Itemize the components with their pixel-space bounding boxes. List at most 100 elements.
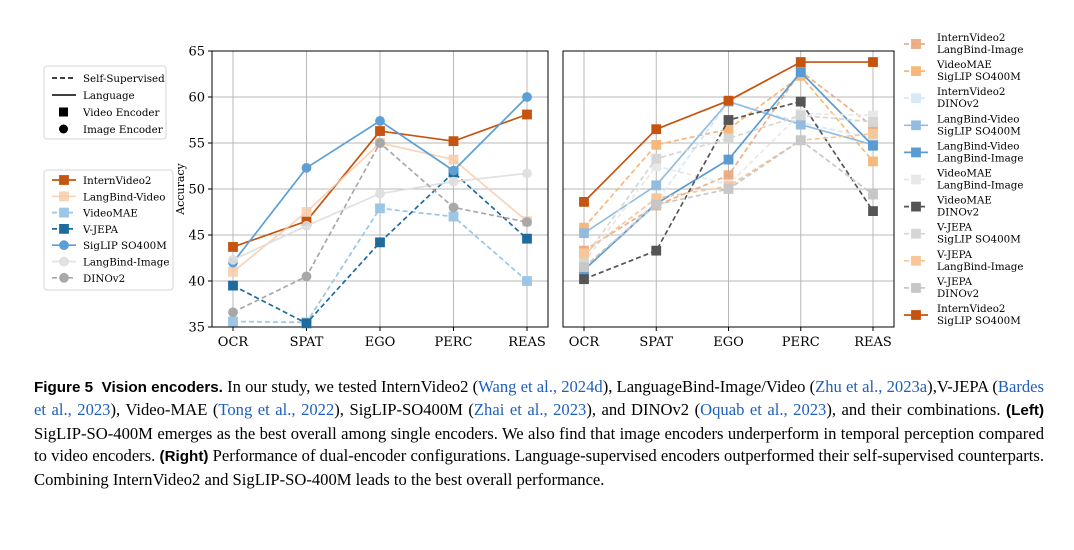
legend-box — [43, 169, 174, 291]
data-point-marker — [651, 180, 662, 191]
data-point-marker — [579, 228, 589, 239]
legend-label: SigLIP SO400M — [937, 315, 1021, 327]
data-point-marker — [522, 168, 532, 179]
data-point-marker — [448, 176, 459, 187]
series-LangBind-Image — [228, 168, 532, 265]
data-point-marker — [868, 189, 878, 200]
data-point-marker — [59, 272, 69, 283]
data-point-marker — [651, 245, 662, 256]
legend-label: InternVideo2 — [937, 303, 1005, 315]
caption-left-label: (Left) — [1006, 402, 1045, 420]
data-point-marker — [911, 255, 921, 266]
data-point-marker — [375, 138, 385, 148]
legend-label: VideoMAE — [82, 208, 138, 220]
citation-link[interactable]: Tong et al., 2022 — [218, 400, 335, 420]
data-point-marker — [579, 248, 589, 259]
data-point-marker — [59, 223, 69, 234]
legend-label: LangBind-Video — [937, 113, 1019, 125]
citation-link[interactable]: Zhai et al., 2023 — [473, 400, 587, 420]
figure-caption: Figure 5 Vision encoders. In our study, … — [34, 376, 1044, 491]
data-point-marker — [795, 96, 806, 107]
data-point-marker — [375, 126, 385, 136]
data-point-marker — [795, 57, 806, 67]
data-point-marker — [795, 110, 806, 121]
data-point-marker — [868, 156, 878, 167]
caption-text: In our study, we tested InternVideo2 ( — [222, 377, 479, 396]
legend-label: DINOv2 — [937, 288, 979, 300]
data-point-marker — [868, 206, 878, 216]
data-point-marker — [911, 39, 921, 49]
data-point-marker — [448, 165, 459, 176]
legend-label: InternVideo2 — [937, 32, 1005, 44]
x-tick-label: REAS — [508, 335, 546, 350]
data-point-marker — [795, 135, 806, 146]
legend-label: LangBind-Image — [937, 261, 1023, 273]
series-DINOv2 — [228, 138, 532, 318]
data-point-marker — [375, 116, 385, 126]
data-point-marker — [228, 280, 238, 291]
caption-text: ),V-JEPA ( — [927, 377, 998, 396]
citation-link[interactable]: Bardes et al., 2023 — [34, 377, 1044, 420]
x-tick-label: SPAT — [290, 335, 324, 350]
data-point-marker — [448, 154, 459, 165]
data-point-marker — [59, 240, 69, 251]
data-point-marker — [911, 310, 921, 320]
legend-label: SigLIP SO400M — [937, 234, 1021, 246]
y-tick-label: 50 — [188, 183, 205, 198]
legend-label: LangBind-Image — [937, 152, 1023, 164]
data-point-marker — [59, 256, 69, 267]
legend-label: LangBind-Video — [83, 191, 165, 203]
legend-label: V-JEPA — [936, 249, 973, 261]
series-InternVideo2 SigLIP SO400M — [579, 57, 878, 207]
citation-link[interactable]: Oquab et al., 2023 — [700, 400, 827, 420]
x-tick-label: OCR — [218, 335, 250, 350]
left-series-legend: InternVideo2 LangBind-Video VideoMAE V-JEPA… — [43, 169, 174, 291]
data-point-marker — [228, 266, 238, 277]
legend-label: VideoMAE — [936, 59, 992, 71]
data-point-marker — [868, 140, 878, 151]
data-point-marker — [723, 95, 734, 106]
caption-text: ), and their combinations. — [826, 400, 1007, 420]
x-tick-label: EGO — [365, 335, 396, 350]
x-tick-label: EGO — [713, 335, 744, 350]
data-point-marker — [228, 242, 238, 252]
legend-label: VideoMAE — [936, 168, 992, 180]
data-point-marker — [579, 196, 589, 207]
data-point-marker — [651, 124, 662, 135]
x-tick-label: PERC — [782, 335, 820, 350]
legend-label: Image Encoder — [83, 124, 163, 136]
data-point-marker — [228, 307, 238, 318]
data-point-marker — [301, 162, 312, 173]
legend-label: SigLIP SO400M — [83, 240, 167, 252]
data-point-marker — [228, 316, 238, 327]
legend-label: Video Encoder — [82, 107, 160, 119]
y-tick-label: 65 — [188, 45, 205, 60]
data-point-marker — [723, 170, 734, 181]
x-tick-label: REAS — [854, 335, 892, 350]
left-panel: OCR SPAT EGO PERC REAS 35 40 45 50 55 60 65 Accuracy — [174, 45, 549, 350]
legend-label: SigLIP SO400M — [937, 125, 1021, 137]
series-V-JEPA DINOv2 — [579, 135, 878, 273]
citation-link[interactable]: Wang et al., 2024d — [478, 377, 603, 396]
data-point-marker — [911, 66, 921, 76]
legend-label: Self-Supervised — [83, 73, 165, 85]
data-point-marker — [868, 116, 878, 127]
series-V-JEPA SigLIP SO400M — [579, 110, 878, 263]
data-point-marker — [651, 139, 662, 150]
data-point-marker — [59, 191, 69, 202]
citation-link[interactable]: Zhu et al., 2023a — [815, 377, 928, 396]
figure-canvas: OCR SPAT EGO PERC REAS 35 40 45 50 55 60 65 Accuracy… — [43, 32, 1023, 350]
data-point-marker — [579, 262, 589, 273]
caption-heading: Vision encoders. — [101, 379, 223, 396]
caption-text: ), Video-MAE ( — [110, 400, 219, 420]
data-point-marker — [59, 175, 69, 185]
data-point-marker — [651, 153, 662, 164]
data-point-marker — [795, 67, 806, 78]
legend-label: DINOv2 — [937, 207, 979, 219]
series-line — [583, 74, 874, 229]
data-point-marker — [522, 92, 532, 102]
data-point-marker — [522, 233, 532, 244]
data-point-marker — [911, 282, 921, 293]
data-point-marker — [911, 93, 921, 104]
data-point-marker — [911, 120, 921, 131]
